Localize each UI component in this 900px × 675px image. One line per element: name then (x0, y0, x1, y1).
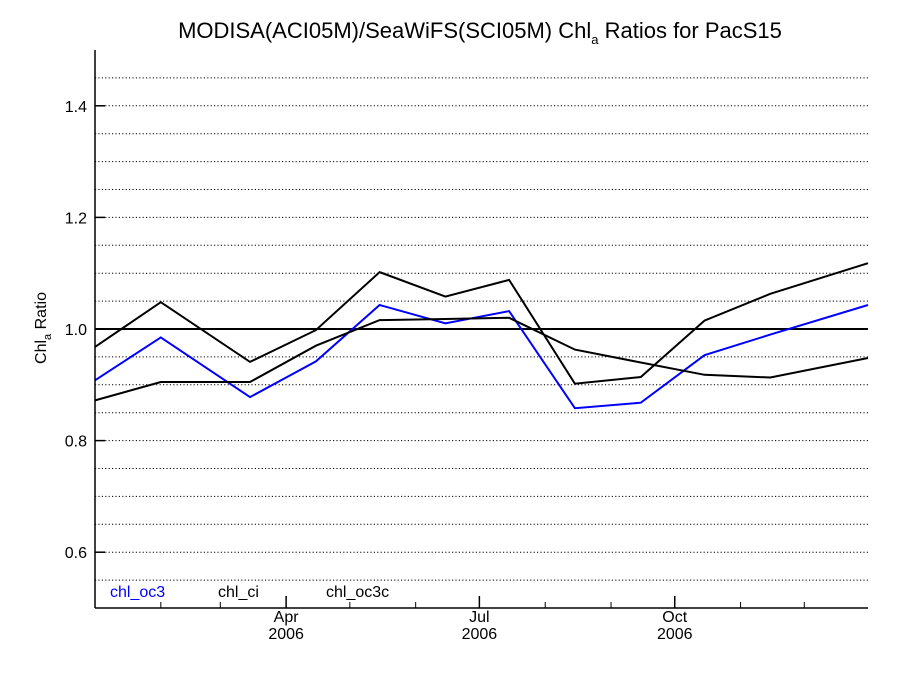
chart-title: MODISA(ACI05M)/SeaWiFS(SCI05M) Chla Rati… (178, 18, 782, 47)
y-tick-label: 1.2 (65, 210, 87, 227)
chart-title-suffix: Ratios for PacS15 (598, 18, 781, 43)
chart-title-subscript: a (591, 32, 599, 47)
series-line-chl_ci (94, 262, 869, 385)
series-group (94, 262, 869, 410)
legend-item-chl_oc3: chl_oc3 (110, 584, 165, 601)
series-line-chl_oc3 (94, 303, 869, 410)
x-tick-year-label: 2006 (462, 626, 498, 643)
x-tick-label: Jul (469, 609, 489, 626)
y-axis-label-prefix: Chl (33, 340, 50, 364)
legend-item-chl_oc3c: chl_oc3c (326, 584, 389, 601)
x-tick-year-label: 2006 (657, 626, 693, 643)
y-tick-label: 0.8 (65, 434, 87, 451)
legend: chl_oc3 chl_ci chl_oc3c (110, 584, 389, 601)
x-tick-year-label: 2006 (268, 626, 304, 643)
x-tick-label: Oct (662, 609, 687, 626)
y-axis-label: Chla Ratio (33, 292, 54, 364)
y-axis-label-subscript: a (42, 333, 54, 340)
legend-item-chl_ci: chl_ci (218, 584, 259, 601)
x-tick-label: Apr (274, 609, 300, 626)
y-axis-label-suffix: Ratio (33, 292, 50, 334)
chart-title-prefix: MODISA(ACI05M)/SeaWiFS(SCI05M) Chl (178, 18, 591, 43)
y-tick-label: 1.0 (65, 322, 87, 339)
y-tick-label: 1.4 (65, 99, 87, 116)
series-line-chl_oc3c (94, 316, 869, 402)
y-tick-label: 0.6 (65, 545, 87, 562)
